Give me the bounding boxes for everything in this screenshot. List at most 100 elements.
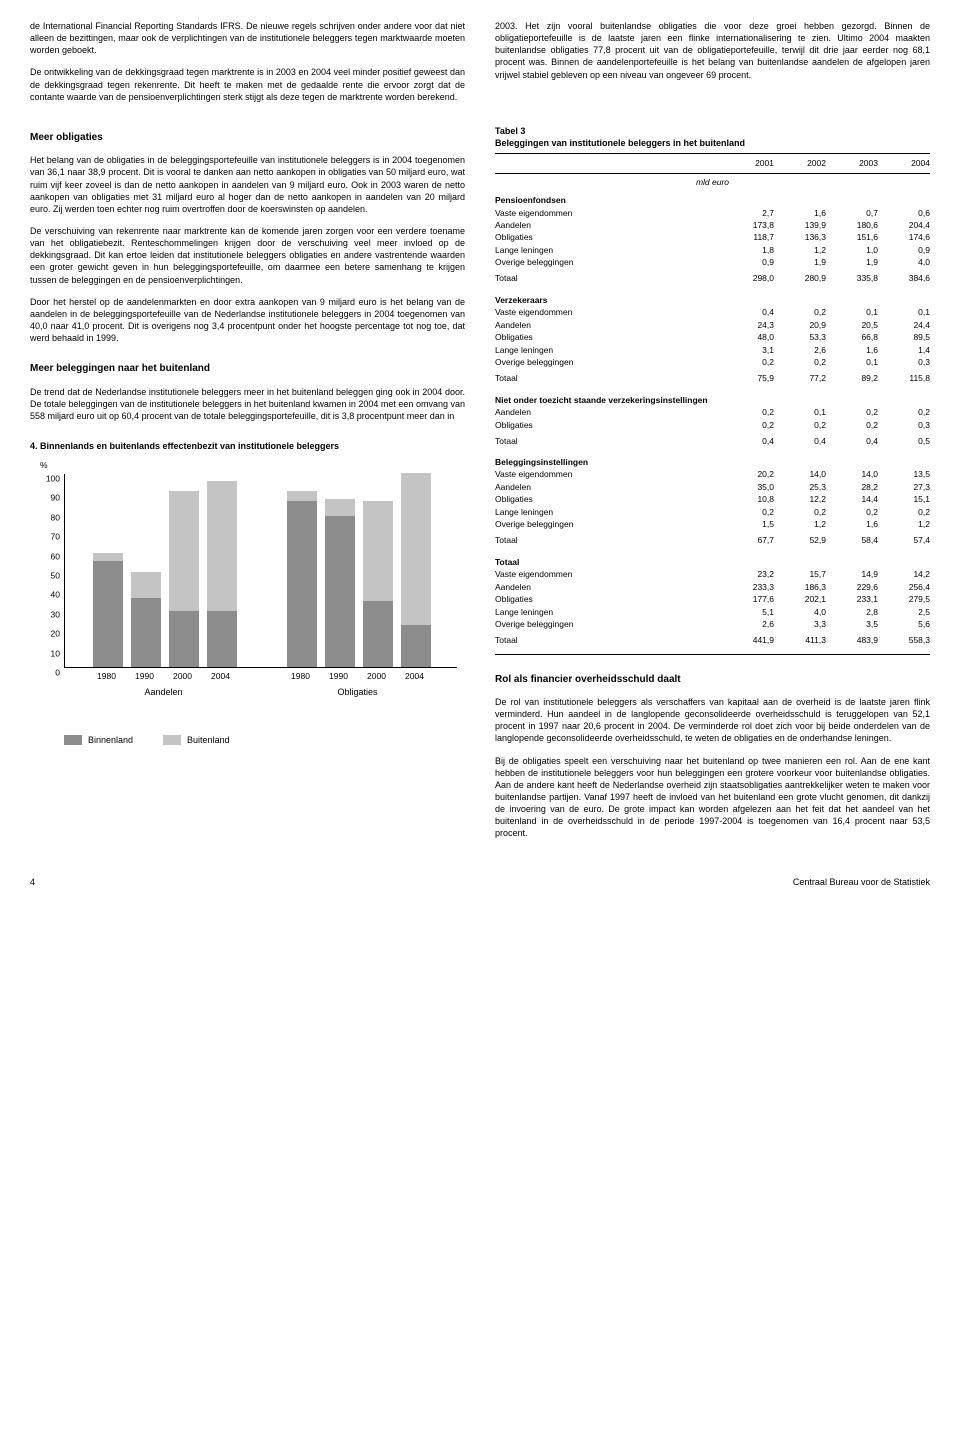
stacked-bar-chart: % 0 10 20 30 40 50 60 70 80 90 100 1980 1990 2000 2004… xyxy=(30,458,465,718)
table-totaal-row: Totaal0,40,40,40,5 xyxy=(495,432,930,451)
xtick-label: 1990 xyxy=(135,671,154,682)
table-row: Overige beleggingen1,51,21,61,2 xyxy=(495,519,930,531)
table3-rule-mid xyxy=(495,173,930,174)
table-row: Lange leningen0,20,20,20,2 xyxy=(495,506,930,518)
top-columns: de International Financial Reporting Sta… xyxy=(30,20,930,113)
legend-buitenland-label: Buitenland xyxy=(187,734,230,746)
legend-buitenland: Buitenland xyxy=(163,734,230,746)
ytick-label: 70 xyxy=(38,532,60,543)
table3-title: Tabel 3 xyxy=(495,125,930,137)
table-totaal-row: Totaal441,9411,3483,9558,3 xyxy=(495,631,930,650)
table3-unit-cell: mld euro xyxy=(495,177,930,189)
ytick-label: 30 xyxy=(38,609,60,620)
xtick-label: 1980 xyxy=(97,671,116,682)
ytick-label: 40 xyxy=(38,590,60,601)
table-row: Lange leningen3,12,61,61,4 xyxy=(495,344,930,356)
meer-obl-p2: De verschuiving van rekenrente naar mark… xyxy=(30,225,465,286)
meer-beleggingen-head: Meer beleggingen naar het buitenland xyxy=(30,362,465,376)
meer-obl-p3: Door het herstel op de aandelenmarkten e… xyxy=(30,296,465,345)
table-totaal-row: Totaal67,752,958,457,4 xyxy=(495,531,930,550)
xgroup-label: Aandelen xyxy=(144,686,182,698)
table-row: Aandelen173,8139,9180,6204,4 xyxy=(495,220,930,232)
xtick-label: 2000 xyxy=(173,671,192,682)
xtick-label: 2004 xyxy=(211,671,230,682)
table-group-head: Totaal xyxy=(495,551,930,569)
table-row: Obligaties48,053,366,889,5 xyxy=(495,332,930,344)
ytick-label: 20 xyxy=(38,629,60,640)
table-row: Vaste eigendommen2,71,60,70,6 xyxy=(495,207,930,219)
page-number: 4 xyxy=(30,876,35,888)
table3-rule-bottom xyxy=(495,654,930,655)
table3-body: PensioenfondsenVaste eigendommen2,71,60,… xyxy=(495,189,930,651)
bar-stack xyxy=(131,572,161,667)
bar-stack xyxy=(93,553,123,667)
right-column: Tabel 3 Beleggingen van institutionele b… xyxy=(495,113,930,850)
chart-title: 4. Binnenlands en buitenlands effectenbe… xyxy=(30,440,465,452)
table-row: Lange leningen1,81,21,00,9 xyxy=(495,244,930,256)
ytick-label: 50 xyxy=(38,571,60,582)
meer-obligaties-head: Meer obligaties xyxy=(30,131,465,145)
swatch-buitenland xyxy=(163,735,181,745)
table3-header: 2001 2002 2003 2004 xyxy=(495,157,930,169)
table-row: Lange leningen5,14,02,82,5 xyxy=(495,606,930,618)
ytick-label: 90 xyxy=(38,493,60,504)
bar-stack xyxy=(287,491,317,668)
bar-stack xyxy=(207,481,237,667)
xgroup-label: Obligaties xyxy=(337,686,377,698)
main-columns: Meer obligaties Het belang van de obliga… xyxy=(30,113,930,850)
rol-p2: Bij de obligaties speelt een verschuivin… xyxy=(495,755,930,840)
table-group-head: Verzekeraars xyxy=(495,289,930,307)
meer-obl-p1: Het belang van de obligaties in de beleg… xyxy=(30,154,465,215)
table3-y4: 2004 xyxy=(878,157,930,169)
ytick-label: 0 xyxy=(38,668,60,679)
ytick-label: 10 xyxy=(38,648,60,659)
bar-stack xyxy=(325,499,355,668)
table-group-head: Pensioenfondsen xyxy=(495,189,930,207)
table-row: Aandelen35,025,328,227,3 xyxy=(495,481,930,493)
table-row: Overige beleggingen0,20,20,10,3 xyxy=(495,357,930,369)
xtick-label: 2004 xyxy=(405,671,424,682)
ytick-label: 60 xyxy=(38,551,60,562)
table3-y2: 2002 xyxy=(774,157,826,169)
legend-binnenland: Binnenland xyxy=(64,734,133,746)
table-row: Obligaties118,7136,3151,6174,6 xyxy=(495,232,930,244)
table-row: Aandelen0,20,10,20,2 xyxy=(495,407,930,419)
bar-stack xyxy=(363,501,393,668)
table-row: Vaste eigendommen23,215,714,914,2 xyxy=(495,569,930,581)
table-row: Obligaties10,812,214,415,1 xyxy=(495,494,930,506)
bar-stack xyxy=(169,491,199,668)
table-group-head: Beleggingsinstellingen xyxy=(495,451,930,469)
footer-source: Centraal Bureau voor de Statistiek xyxy=(793,876,930,888)
table-row: Obligaties0,20,20,20,3 xyxy=(495,419,930,431)
xtick-label: 1990 xyxy=(329,671,348,682)
table3-y1: 2001 xyxy=(722,157,774,169)
table-row: Aandelen24,320,920,524,4 xyxy=(495,319,930,331)
table3-rule-top xyxy=(495,153,930,154)
ytick-label: 80 xyxy=(38,512,60,523)
table3-y3: 2003 xyxy=(826,157,878,169)
top-left-col: de International Financial Reporting Sta… xyxy=(30,20,465,113)
table-row: Vaste eigendommen20,214,014,013,5 xyxy=(495,469,930,481)
table3-year-row: 2001 2002 2003 2004 xyxy=(495,157,930,169)
meer-bel-p1: De trend dat de Nederlandse institutione… xyxy=(30,386,465,422)
table-row: Obligaties177,6202,1233,1279,5 xyxy=(495,594,930,606)
chart-ylabel: % xyxy=(40,460,48,471)
top-right-col: 2003. Het zijn vooral buitenlandse oblig… xyxy=(495,20,930,113)
table3-subtitle: Beleggingen van institutionele beleggers… xyxy=(495,137,930,149)
table-row: Aandelen233,3186,3229,6256,4 xyxy=(495,581,930,593)
left-column: Meer obligaties Het belang van de obliga… xyxy=(30,113,465,850)
table3-unit: mld euro xyxy=(495,177,930,189)
rol-p1: De rol van institutionele beleggers als … xyxy=(495,696,930,745)
rol-head: Rol als financier overheidsschuld daalt xyxy=(495,673,930,687)
xtick-label: 2000 xyxy=(367,671,386,682)
chart-legend: Binnenland Buitenland xyxy=(64,734,465,746)
table-row: Vaste eigendommen0,40,20,10,1 xyxy=(495,307,930,319)
chart-plot-area xyxy=(64,474,457,668)
swatch-binnenland xyxy=(64,735,82,745)
table-totaal-row: Totaal75,977,289,2115,8 xyxy=(495,369,930,388)
table-row: Overige beleggingen2,63,33,55,6 xyxy=(495,619,930,631)
table-group-head: Niet onder toezicht staande verzekerings… xyxy=(495,389,930,407)
bar-stack xyxy=(401,473,431,667)
legend-binnenland-label: Binnenland xyxy=(88,734,133,746)
ytick-label: 100 xyxy=(38,474,60,485)
